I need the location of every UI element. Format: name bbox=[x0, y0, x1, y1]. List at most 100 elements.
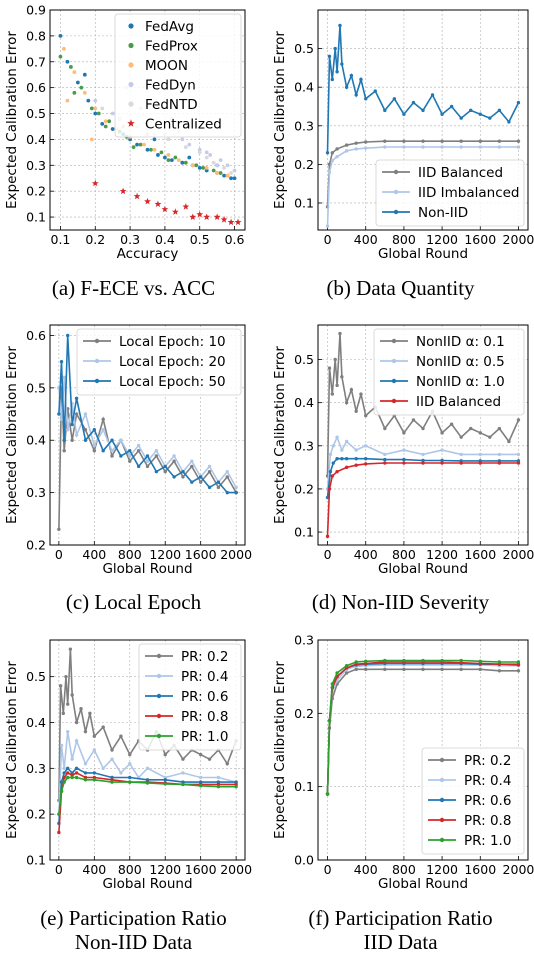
data-point bbox=[66, 771, 70, 775]
scatter-point bbox=[131, 145, 136, 150]
data-point bbox=[364, 444, 368, 448]
legend-label: FedProx bbox=[145, 39, 198, 55]
data-point bbox=[440, 667, 444, 672]
y-tick-label: 0.3 bbox=[26, 485, 46, 500]
legend-b: IID Balanced IID Imbalanced Non-IID bbox=[375, 159, 525, 227]
x-tick-label: 800 bbox=[392, 547, 416, 562]
y-tick-label: 0.4 bbox=[294, 395, 314, 410]
y-tick-label: 0.2 bbox=[26, 807, 46, 822]
x-tick-label: 400 bbox=[82, 547, 106, 562]
scatter-point bbox=[204, 165, 209, 170]
data-point bbox=[411, 100, 416, 105]
legend-marker-dot bbox=[94, 378, 100, 384]
legend-label: PR: 0.4 bbox=[181, 669, 228, 685]
scatter-point bbox=[196, 210, 204, 218]
data-point bbox=[383, 139, 387, 143]
y-axis-label: Expected Calibration Error bbox=[4, 346, 20, 524]
data-point bbox=[216, 775, 221, 780]
data-point bbox=[62, 375, 66, 380]
legend-box bbox=[373, 328, 525, 416]
data-point bbox=[57, 527, 61, 531]
legend-label: PR: 0.8 bbox=[464, 813, 511, 829]
data-point bbox=[330, 392, 335, 396]
data-point bbox=[359, 77, 363, 82]
data-point bbox=[325, 792, 330, 796]
chart-e: 0 400 800 1200 1600 2000 0.1 0.2 0.3 0.4 0.5 Global… bbox=[4, 639, 252, 892]
legend-marker-dot bbox=[439, 777, 445, 783]
x-tick-label: 0.6 bbox=[225, 232, 245, 247]
data-point bbox=[478, 112, 482, 116]
data-point bbox=[421, 667, 425, 672]
legend-box bbox=[421, 747, 525, 855]
data-point bbox=[364, 457, 368, 461]
series-noniid-0-1 bbox=[325, 331, 521, 478]
data-point bbox=[364, 667, 368, 672]
data-point bbox=[383, 461, 387, 465]
data-point bbox=[88, 711, 92, 716]
scatter-point bbox=[234, 218, 242, 226]
series-line bbox=[326, 435, 519, 489]
y-tick-label: 0.6 bbox=[26, 328, 46, 343]
data-point bbox=[198, 775, 203, 780]
data-point bbox=[163, 469, 167, 474]
x-tick-label: 2000 bbox=[503, 547, 534, 562]
caption-f-line2: IID Data bbox=[363, 930, 438, 954]
data-point bbox=[58, 684, 63, 688]
x-tick-label: 2000 bbox=[220, 547, 252, 562]
scatter-point bbox=[138, 142, 143, 147]
x-tick-label: 800 bbox=[118, 862, 142, 877]
data-point bbox=[421, 658, 425, 663]
scatter-point bbox=[204, 150, 209, 155]
chart-f: 0 400 800 1200 1600 2000 0.0 0.1 0.2 0.3 Global Ro… bbox=[272, 633, 534, 893]
data-point bbox=[421, 426, 425, 431]
data-point bbox=[383, 108, 387, 113]
data-point bbox=[66, 775, 70, 780]
data-point bbox=[74, 771, 79, 775]
scatter-point bbox=[197, 165, 202, 170]
scatter-point bbox=[203, 213, 211, 220]
scatter-point bbox=[58, 33, 63, 38]
x-tick-label: 400 bbox=[354, 232, 378, 247]
data-point bbox=[335, 671, 339, 675]
caption-e-line2: Non-IID Data bbox=[74, 930, 193, 954]
data-point bbox=[225, 475, 229, 479]
data-point bbox=[92, 443, 97, 448]
data-point bbox=[92, 778, 97, 782]
data-point bbox=[328, 452, 333, 457]
data-point bbox=[459, 116, 463, 120]
data-point bbox=[62, 775, 66, 780]
legend-label: PR: 0.2 bbox=[464, 753, 511, 769]
scatter-point bbox=[72, 90, 77, 95]
legend-label: Centralized bbox=[145, 117, 222, 133]
data-point bbox=[469, 426, 473, 431]
data-point bbox=[516, 663, 521, 667]
data-point bbox=[110, 780, 114, 784]
data-point bbox=[128, 775, 132, 780]
data-point bbox=[335, 383, 339, 388]
legend-marker-dot bbox=[391, 338, 397, 344]
y-tick-label: 0.1 bbox=[26, 210, 46, 225]
data-point bbox=[402, 112, 406, 116]
data-point bbox=[488, 116, 492, 120]
y-tick-label: 0.5 bbox=[26, 669, 46, 684]
data-point bbox=[190, 480, 194, 484]
scatter-point bbox=[79, 85, 84, 90]
legend-marker-dot bbox=[391, 358, 397, 364]
data-point bbox=[328, 469, 333, 474]
scatter-point bbox=[208, 153, 213, 157]
data-point bbox=[225, 469, 229, 474]
x-tick-label: 2000 bbox=[220, 862, 252, 877]
data-point bbox=[198, 480, 203, 484]
data-point bbox=[181, 469, 185, 474]
scatter-point bbox=[171, 208, 179, 215]
data-point bbox=[83, 762, 88, 766]
data-point bbox=[128, 780, 132, 784]
scatter-point bbox=[232, 168, 237, 173]
data-point bbox=[145, 781, 150, 785]
legend-box bbox=[76, 328, 242, 396]
data-point bbox=[225, 762, 229, 766]
data-point bbox=[62, 780, 66, 784]
series-local-epoch-50 bbox=[57, 333, 238, 495]
x-tick-label: 0.1 bbox=[51, 232, 71, 247]
data-point bbox=[335, 457, 339, 461]
